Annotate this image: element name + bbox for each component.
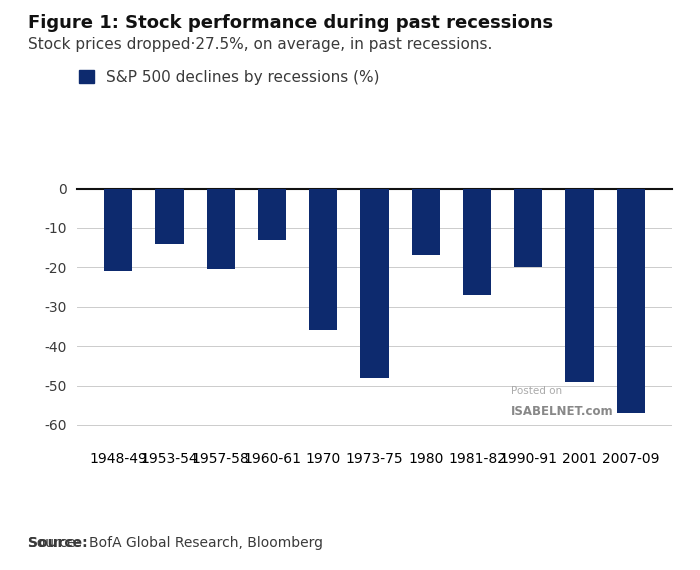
Text: Source:  BofA Global Research, Bloomberg: Source: BofA Global Research, Bloomberg: [28, 536, 323, 550]
Text: Figure 1: Stock performance during past recessions: Figure 1: Stock performance during past …: [28, 14, 553, 32]
Text: Source:: Source:: [28, 536, 88, 550]
Bar: [206, 189, 235, 269]
Bar: [617, 189, 645, 413]
Bar: [155, 189, 183, 243]
Bar: [463, 189, 491, 295]
Text: Stock prices dropped‧27.5%, on average, in past recessions.: Stock prices dropped‧27.5%, on average, …: [28, 37, 492, 52]
Bar: [258, 189, 286, 240]
Text: Posted on: Posted on: [511, 386, 563, 396]
Bar: [104, 189, 132, 271]
Bar: [566, 189, 594, 381]
Bar: [412, 189, 440, 255]
Bar: [514, 189, 542, 267]
Text: ISABELNET.com: ISABELNET.com: [511, 405, 614, 418]
Legend: S&P 500 declines by recessions (%): S&P 500 declines by recessions (%): [73, 64, 386, 91]
Bar: [360, 189, 388, 377]
Bar: [309, 189, 337, 331]
